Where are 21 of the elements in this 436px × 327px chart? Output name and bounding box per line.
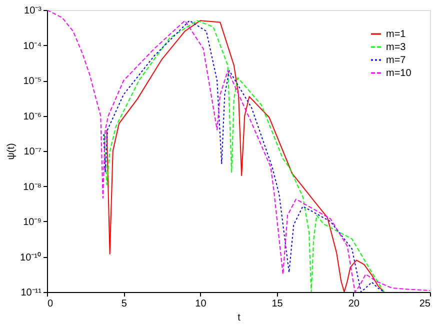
y-tick-label: 10⁻³ (24, 6, 42, 16)
legend-label: m=10 (386, 68, 412, 79)
x-tick-label: 10 (195, 298, 207, 310)
legend-label: m=3 (386, 42, 406, 53)
x-axis-title: t (238, 312, 241, 324)
legend-label: m=7 (386, 55, 406, 66)
x-tick-label: 5 (121, 298, 128, 310)
y-tick-label: 10⁻⁸ (23, 182, 42, 193)
legend-label: m=1 (386, 29, 406, 40)
x-tick-label: 0 (48, 298, 54, 310)
y-tick-label: 10⁻⁵ (23, 76, 42, 87)
y-tick-label: 10⁻¹⁰ (20, 251, 42, 264)
x-tick-label: 20 (348, 298, 360, 310)
y-tick-label: 10⁻⁷ (24, 146, 42, 158)
y-tick-label: 10⁻⁶ (23, 111, 42, 122)
x-tick-label: 25 (419, 298, 431, 310)
x-tick-label: 15 (272, 298, 284, 310)
y-tick-label: 10⁻¹¹ (20, 288, 42, 298)
y-axis-title: ψ(t) (6, 143, 18, 160)
y-tick-label: 10⁻⁹ (23, 217, 42, 228)
y-tick-label: 10⁻⁴ (23, 40, 42, 52)
